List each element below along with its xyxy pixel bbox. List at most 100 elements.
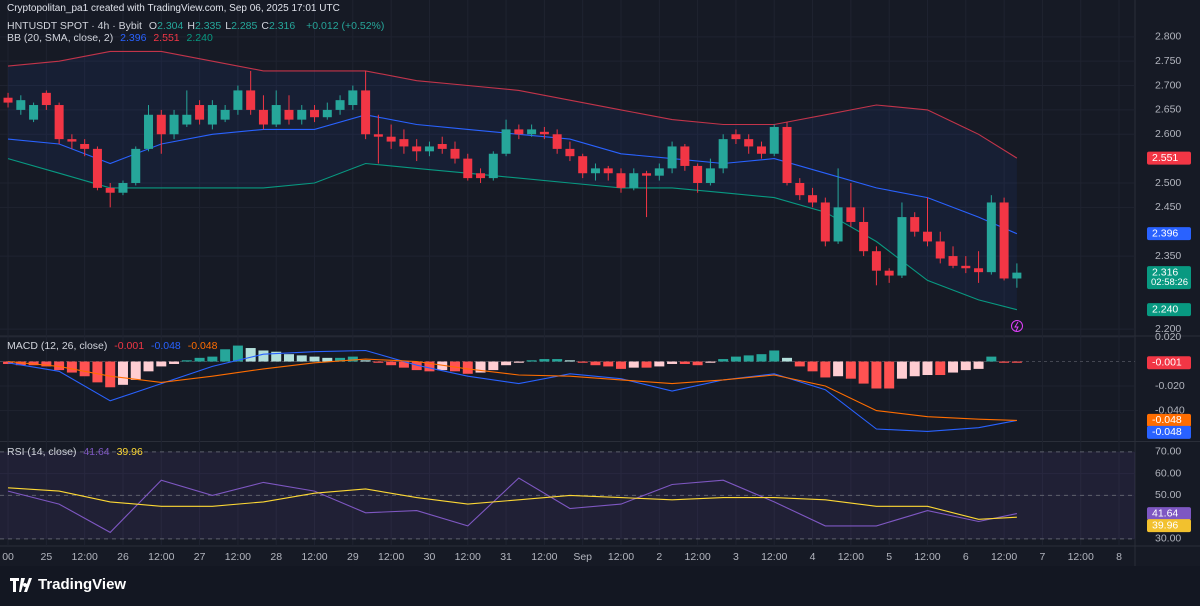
indicator-line <box>7 487 1017 520</box>
price-label-bg <box>1147 413 1191 427</box>
candle-body <box>782 126 792 183</box>
x-tick-label: 12:00 <box>225 551 251 563</box>
histogram-bar <box>283 354 294 362</box>
price-label: -0.048 <box>1152 414 1182 426</box>
histogram-bar <box>501 361 512 366</box>
y-tick-label: 2.500 <box>1155 177 1181 189</box>
histogram-bar <box>896 361 907 379</box>
x-tick-label: 12:00 <box>455 551 481 563</box>
candle-body <box>424 146 434 152</box>
histogram-bar <box>41 361 52 367</box>
histogram-bar <box>271 351 282 362</box>
histogram-bar <box>935 361 946 376</box>
candle-body <box>463 158 473 179</box>
histogram-bar <box>322 357 333 362</box>
histogram-bar <box>296 355 307 362</box>
histogram-bar <box>386 361 397 366</box>
candle-body <box>948 256 958 266</box>
candle-body <box>3 97 13 103</box>
histogram-bar <box>667 361 678 364</box>
x-tick-label: Sep <box>573 551 592 563</box>
candle-body <box>54 105 64 140</box>
histogram-bar <box>782 357 793 362</box>
candle-body <box>871 251 881 271</box>
candle-body <box>246 90 256 110</box>
x-tick-label: 12:00 <box>148 551 174 563</box>
candle-body <box>207 105 217 125</box>
y-tick-label: 2.600 <box>1155 128 1181 140</box>
candle-body <box>156 114 166 135</box>
x-tick-label: 12:00 <box>378 551 404 563</box>
histogram-bar <box>169 361 180 364</box>
candle-body <box>961 265 971 269</box>
x-tick-label: 12:00 <box>301 551 327 563</box>
macd-value: -0.048 <box>151 340 181 352</box>
indicator-line <box>7 358 1017 421</box>
price-label-bg <box>1147 303 1191 317</box>
candle-body <box>92 148 102 188</box>
candle-body <box>67 139 77 142</box>
price-label-bg <box>1147 425 1191 439</box>
histogram-bar <box>948 361 959 373</box>
candle-body <box>705 168 715 183</box>
indicator-line <box>7 349 1018 432</box>
x-tick-label: 12:00 <box>914 551 940 563</box>
histogram-bar <box>756 354 767 362</box>
y-tick-label: 30.00 <box>1155 533 1181 545</box>
histogram-bar <box>398 361 409 368</box>
x-tick-label: 29 <box>347 551 359 563</box>
x-tick-label: 12:00 <box>761 551 787 563</box>
price-label: 2.316 <box>1152 266 1178 278</box>
histogram-bar <box>220 349 231 362</box>
logo <box>10 577 32 592</box>
histogram-bar <box>360 360 371 362</box>
histogram-bar <box>539 359 550 362</box>
candle-body <box>1012 272 1022 279</box>
alert-icon-bolt <box>1014 321 1019 332</box>
histogram-bar <box>679 361 690 364</box>
y-tick-label: 70.00 <box>1155 446 1181 458</box>
candle-body <box>603 168 613 174</box>
histogram-bar <box>820 361 831 378</box>
change: +0.012 (+0.52%) <box>306 20 385 32</box>
histogram-bar <box>807 361 818 372</box>
histogram-bar <box>105 361 116 388</box>
y-tick-label: 0.020 <box>1155 331 1181 343</box>
histogram-bar <box>628 361 639 368</box>
histogram-bar <box>143 361 154 372</box>
macd-value: -0.048 <box>187 340 218 352</box>
candle-body <box>527 129 537 135</box>
candle-body <box>846 207 856 222</box>
candle-body <box>322 109 332 118</box>
candle-body <box>16 100 26 110</box>
ohlc-key: O <box>148 20 158 32</box>
x-tick-label: 2 <box>656 551 662 563</box>
price-label-bg <box>1147 356 1191 370</box>
candle-body <box>935 241 945 259</box>
y-tick-label: 50.00 <box>1155 489 1181 501</box>
x-tick-label: 12:00 <box>72 551 98 563</box>
candle-body <box>616 173 626 188</box>
candle-body <box>310 109 320 118</box>
histogram-bar <box>488 361 499 371</box>
y-tick-label: 2.200 <box>1155 323 1181 335</box>
histogram-bar <box>833 361 844 377</box>
histogram-bar <box>552 359 563 362</box>
histogram-bar <box>871 361 882 389</box>
histogram-bar <box>156 361 167 367</box>
price-label-bg <box>1147 266 1191 290</box>
x-tick-label: 4 <box>810 551 816 563</box>
countdown: 02:58:26 <box>1151 277 1188 288</box>
x-tick-label: 26 <box>117 551 129 563</box>
histogram-bar <box>999 361 1010 363</box>
brand: TradingView <box>38 576 127 593</box>
histogram-bar <box>922 361 933 376</box>
candle-body <box>348 90 358 106</box>
candle-body <box>565 148 575 157</box>
candle-body <box>808 195 818 203</box>
x-tick-label: 25 <box>41 551 53 563</box>
x-tick-label: 28 <box>270 551 282 563</box>
histogram-bar <box>207 356 218 362</box>
price-label: 2.240 <box>1152 303 1178 315</box>
x-tick-label: 00 <box>2 551 14 563</box>
